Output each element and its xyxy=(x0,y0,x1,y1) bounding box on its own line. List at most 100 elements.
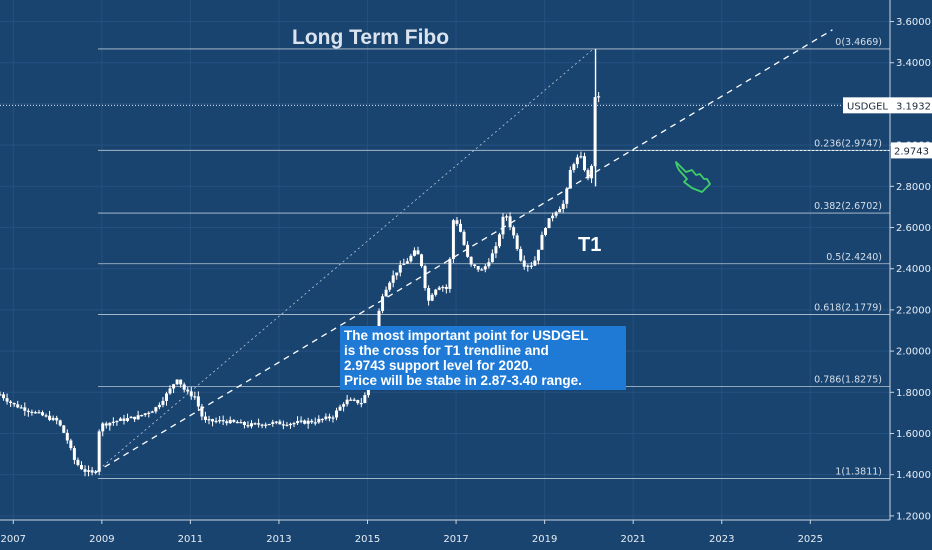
x-tick-label: 2009 xyxy=(89,534,114,545)
candle-body xyxy=(104,423,108,426)
price-box-value: 3.1932 xyxy=(896,101,931,112)
candle-body xyxy=(480,269,484,271)
candle-body xyxy=(97,431,101,472)
candle-body xyxy=(476,266,480,270)
candle-body xyxy=(420,254,424,267)
y-tick-label: 2.2000 xyxy=(896,305,931,316)
candle-body xyxy=(122,418,126,421)
candle-body xyxy=(462,231,466,245)
candle-body xyxy=(505,216,509,218)
candle-body xyxy=(405,261,409,264)
candle-body xyxy=(313,422,317,424)
candle-body xyxy=(19,407,23,409)
candle-body xyxy=(5,398,9,402)
candle-body xyxy=(359,403,363,405)
candle-body xyxy=(458,223,462,232)
candle-body xyxy=(101,423,105,432)
candle-body xyxy=(483,266,487,270)
candle-body xyxy=(2,394,6,399)
candle-body xyxy=(168,388,172,394)
y-tick-label: 1.6000 xyxy=(896,429,931,440)
candle-body xyxy=(434,289,438,295)
candle-body xyxy=(87,470,91,472)
candle-body xyxy=(41,412,45,416)
candle-body xyxy=(490,253,494,263)
candle-body xyxy=(384,289,388,297)
x-tick-label: 2013 xyxy=(266,534,291,545)
candle-body xyxy=(250,423,254,427)
y-tick-label: 3.4000 xyxy=(896,58,931,69)
fib-label: 0.236(2.9747) xyxy=(814,138,882,149)
candle-body xyxy=(391,275,395,283)
candle-body xyxy=(303,420,307,424)
candle-body xyxy=(221,420,225,422)
candle-body xyxy=(285,424,289,426)
candle-body xyxy=(469,256,473,265)
candle-body xyxy=(94,471,98,473)
x-tick-label: 2015 xyxy=(355,534,380,545)
candle-body xyxy=(281,424,285,426)
candle-body xyxy=(69,440,73,449)
candle-body xyxy=(338,406,342,411)
y-tick-label: 3.6000 xyxy=(896,17,931,28)
candle-body xyxy=(412,250,416,256)
candle-body xyxy=(331,417,335,419)
candle-body xyxy=(533,260,537,266)
candle-body xyxy=(352,399,356,401)
candle-body xyxy=(324,416,328,419)
candle-body xyxy=(161,400,165,405)
candle-body xyxy=(441,286,445,289)
candle-body xyxy=(207,419,211,421)
x-tick-label: 2017 xyxy=(443,534,468,545)
candle-body xyxy=(271,422,275,424)
candle-body xyxy=(246,425,250,427)
price-box-symbol: USDGEL xyxy=(847,101,888,112)
candle-body xyxy=(427,288,431,301)
candle-body xyxy=(579,156,583,158)
candle-body xyxy=(118,418,122,421)
candle-body xyxy=(225,421,229,424)
candle-body xyxy=(108,422,112,426)
candle-body xyxy=(597,96,601,98)
candle-body xyxy=(189,391,193,397)
candle-body xyxy=(526,265,530,267)
x-tick-label: 2019 xyxy=(532,534,557,545)
candle-body xyxy=(540,234,544,250)
candle-body xyxy=(320,418,324,421)
candle-body xyxy=(200,406,204,417)
candle-body xyxy=(572,164,576,170)
y-tick-label: 2.6000 xyxy=(896,223,931,234)
candle-body xyxy=(497,234,501,247)
candle-body xyxy=(267,423,271,426)
x-tick-label: 2007 xyxy=(1,534,26,545)
candle-body xyxy=(586,170,590,179)
candles xyxy=(0,48,601,477)
fib-levels: 0(3.4669) 0.236(2.9747) 0.382(2.6702) 0.5(2… xyxy=(98,37,890,479)
fib-label: 0.618(2.1779) xyxy=(814,302,882,313)
support-box xyxy=(891,142,932,159)
candle-body xyxy=(536,249,540,261)
candle-body xyxy=(126,418,130,421)
candle-body xyxy=(182,384,186,390)
candle-body xyxy=(388,282,392,290)
candle-body xyxy=(558,209,562,213)
candle-body xyxy=(292,423,296,425)
chart-title: Long Term Fibo xyxy=(292,26,450,49)
candle-body xyxy=(164,393,168,401)
candle-body xyxy=(363,395,367,404)
candle-body xyxy=(466,244,470,257)
candle-body xyxy=(487,262,491,267)
candle-body xyxy=(242,422,246,426)
y-tick-label: 2.4000 xyxy=(896,264,931,275)
candle-body xyxy=(554,212,558,216)
candle-body xyxy=(342,404,346,407)
candle-body xyxy=(551,215,555,219)
candle-body xyxy=(33,412,37,414)
candle-body xyxy=(83,469,87,472)
fib-label: 0.382(2.6702) xyxy=(814,201,882,212)
fib-label: 0(3.4669) xyxy=(835,37,882,48)
candle-body xyxy=(547,218,551,229)
candle-body xyxy=(310,420,314,423)
